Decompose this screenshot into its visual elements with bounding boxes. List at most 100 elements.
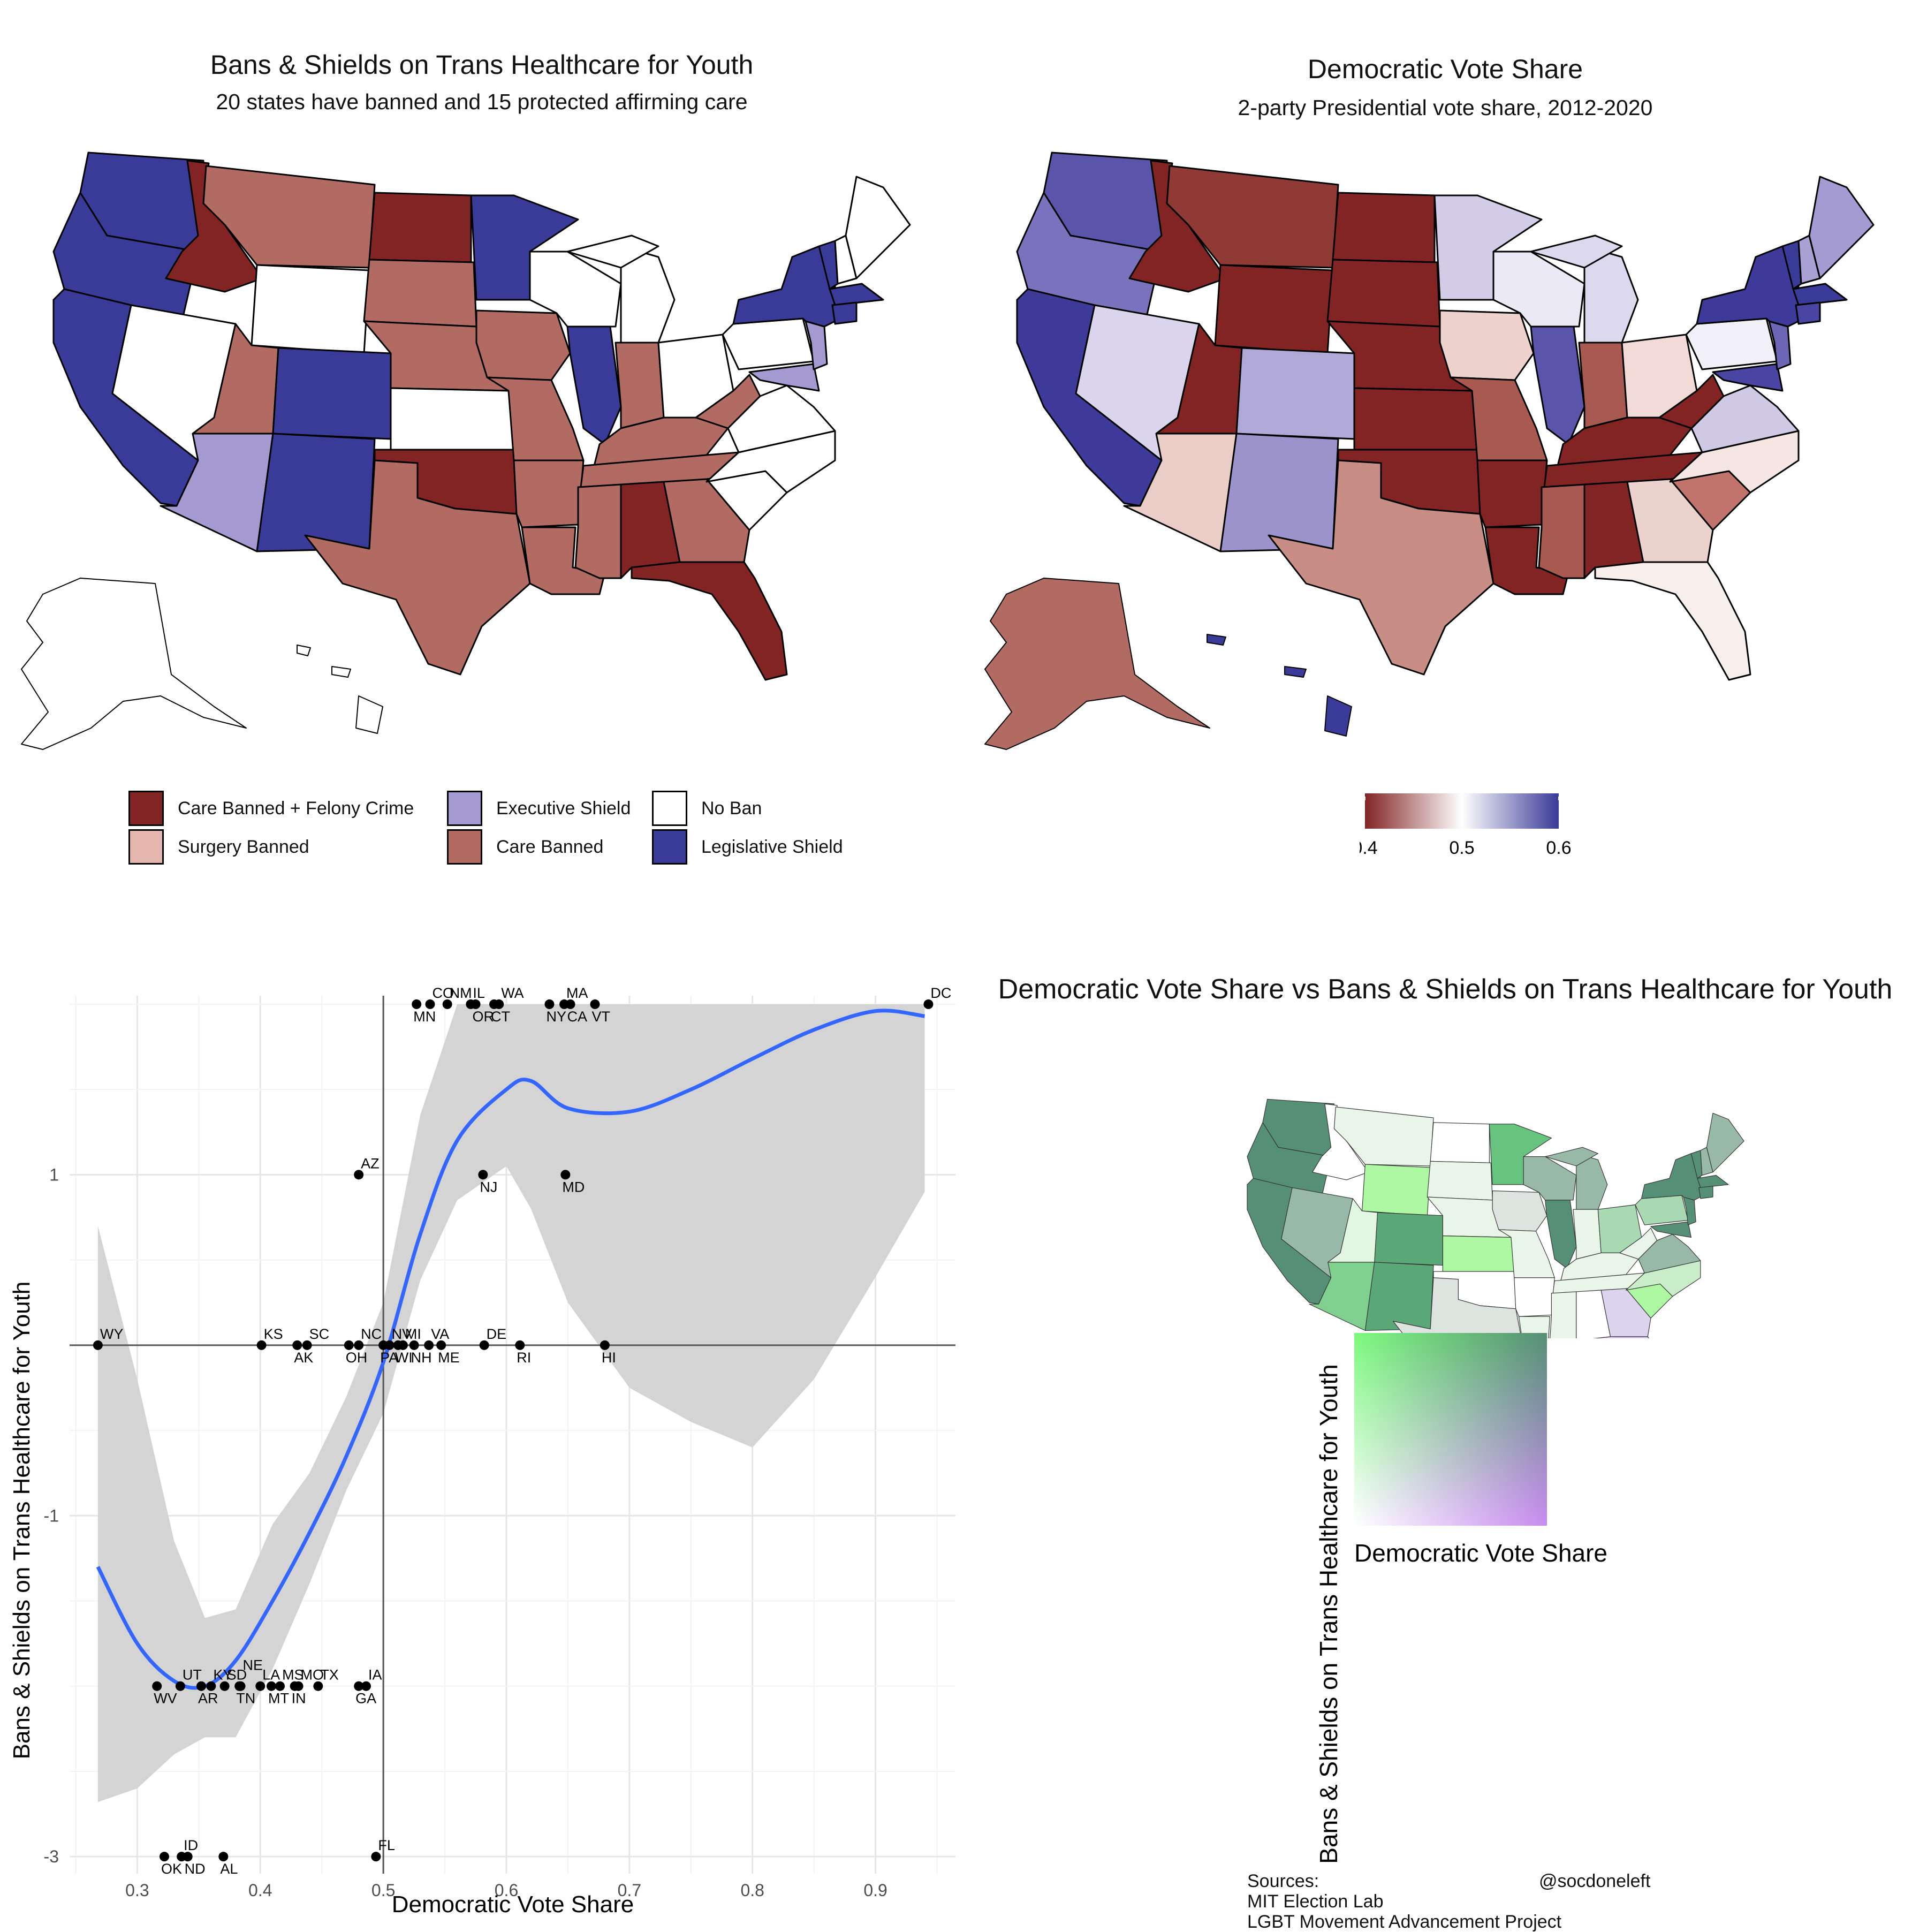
data-point <box>412 999 422 1009</box>
map2-state-in <box>1578 342 1628 429</box>
point-label: CA <box>567 1009 588 1025</box>
map1-subtitle: 20 states have banned and 15 protected a… <box>216 89 748 114</box>
data-point <box>344 1340 354 1350</box>
data-point <box>515 1340 525 1350</box>
map2-state-hi <box>1207 634 1226 646</box>
data-point <box>923 999 934 1009</box>
point-label: UT <box>183 1667 202 1683</box>
legend-item: No Ban <box>652 791 762 826</box>
data-point <box>354 1681 364 1691</box>
legend-item: Executive Shield <box>447 791 631 826</box>
legend-swatch <box>652 829 687 865</box>
bi-state-pa <box>1635 1195 1689 1225</box>
point-label: KY <box>213 1667 232 1683</box>
map2-state-ia <box>1439 309 1535 381</box>
data-point <box>313 1681 323 1691</box>
point-label: IA <box>368 1667 382 1683</box>
map2-state-tx <box>1268 459 1494 676</box>
point-label: OK <box>161 1861 182 1877</box>
map2-state-hi-2 <box>1284 666 1307 678</box>
map1-state-md <box>748 363 820 392</box>
bans-shields-map <box>21 151 911 750</box>
bi-state-nm <box>1364 1262 1434 1331</box>
map2-state-ak <box>984 578 1210 750</box>
point-label: MD <box>562 1179 585 1195</box>
x-tick-label: 0.5 <box>371 1881 395 1900</box>
map2-state-ms <box>1538 483 1585 579</box>
data-point <box>218 1852 229 1862</box>
legend-swatch <box>128 791 164 826</box>
scatter-ylabel: Bans & Shields on Trans Healthcare for Y… <box>9 1282 35 1760</box>
bi-state-ga <box>1600 1288 1651 1337</box>
point-label: GA <box>355 1691 376 1707</box>
point-label: NY <box>546 1009 566 1025</box>
bi-state-nd <box>1430 1122 1490 1163</box>
legend-label: Surgery Banned <box>178 836 309 857</box>
sources-line-2: LGBT Movement Advancement Project <box>1247 1912 1562 1932</box>
bi-state-wv <box>1619 1228 1658 1260</box>
data-point <box>442 999 452 1009</box>
y-tick-label: -3 <box>44 1847 59 1866</box>
data-point <box>425 999 435 1009</box>
point-label: MI <box>405 1326 421 1342</box>
map2-state-co <box>1235 347 1355 440</box>
map1-state-ak <box>21 578 247 750</box>
map1-state-mi-up <box>566 234 659 269</box>
legend-swatch <box>447 791 482 826</box>
map1-state-co <box>272 347 392 440</box>
point-label: TN <box>236 1691 255 1707</box>
point-label: VA <box>431 1326 449 1342</box>
bi-state-co <box>1374 1212 1443 1266</box>
data-point <box>489 999 499 1009</box>
point-label: NM <box>450 985 472 1001</box>
map2-state-ar <box>1476 459 1548 528</box>
map1-state-tx <box>304 459 531 676</box>
bi-state-ar <box>1514 1277 1555 1317</box>
data-point <box>206 1681 216 1691</box>
data-point <box>378 1340 389 1350</box>
map2-state-me <box>1808 176 1875 279</box>
data-point <box>478 1170 488 1180</box>
bans-shields-map-panel: Bans & Shields on Trans Healthcare for Y… <box>0 0 963 910</box>
x-tick-label: 0.4 <box>248 1881 272 1900</box>
data-point <box>393 1340 403 1350</box>
point-label: AR <box>198 1691 218 1707</box>
point-label: OR <box>473 1009 495 1025</box>
point-label: NE <box>243 1657 263 1673</box>
map1-state-nd <box>368 192 472 263</box>
point-label: MO <box>301 1667 324 1683</box>
data-point <box>292 1340 302 1350</box>
bi-state-ia <box>1492 1190 1547 1232</box>
map2-state-mi-up <box>1530 234 1623 269</box>
point-label: IL <box>473 985 485 1001</box>
point-label: WA <box>501 985 524 1001</box>
point-label: PA <box>380 1350 398 1366</box>
legend-label: Care Banned + Felony Crime <box>178 798 414 819</box>
map1-state-ia <box>475 309 571 381</box>
bi-state-ma <box>1697 1175 1729 1188</box>
author-handle: @socdoneleft <box>1539 1871 1651 1891</box>
point-label: RI <box>517 1350 531 1366</box>
map2-state-ks <box>1353 387 1478 451</box>
point-label: CT <box>491 1009 510 1025</box>
data-point <box>255 1681 265 1691</box>
vote-share-map <box>984 151 1875 750</box>
sources-line-1: MIT Election Lab <box>1247 1891 1384 1912</box>
bi-state-sd <box>1427 1161 1493 1201</box>
map1-state-ct <box>831 301 858 325</box>
point-label: NJ <box>480 1179 497 1195</box>
legend-item: Legislative Shield <box>652 829 843 865</box>
bi-state-la <box>1518 1316 1551 1338</box>
point-label: ID <box>184 1837 198 1853</box>
data-point <box>354 1170 364 1180</box>
smooth-line <box>96 1009 925 1690</box>
legend-item: Care Banned <box>447 829 603 865</box>
map2-state-il <box>1530 325 1585 445</box>
map1-state-wv <box>695 374 761 429</box>
map1-state-ar <box>513 459 585 528</box>
legend-label: Care Banned <box>496 836 604 857</box>
map1-state-mn <box>470 194 579 301</box>
legend-swatch <box>652 791 687 826</box>
colorbar-tick-2: 0.6 <box>1546 838 1571 858</box>
sources-heading: Sources: <box>1247 1871 1319 1891</box>
